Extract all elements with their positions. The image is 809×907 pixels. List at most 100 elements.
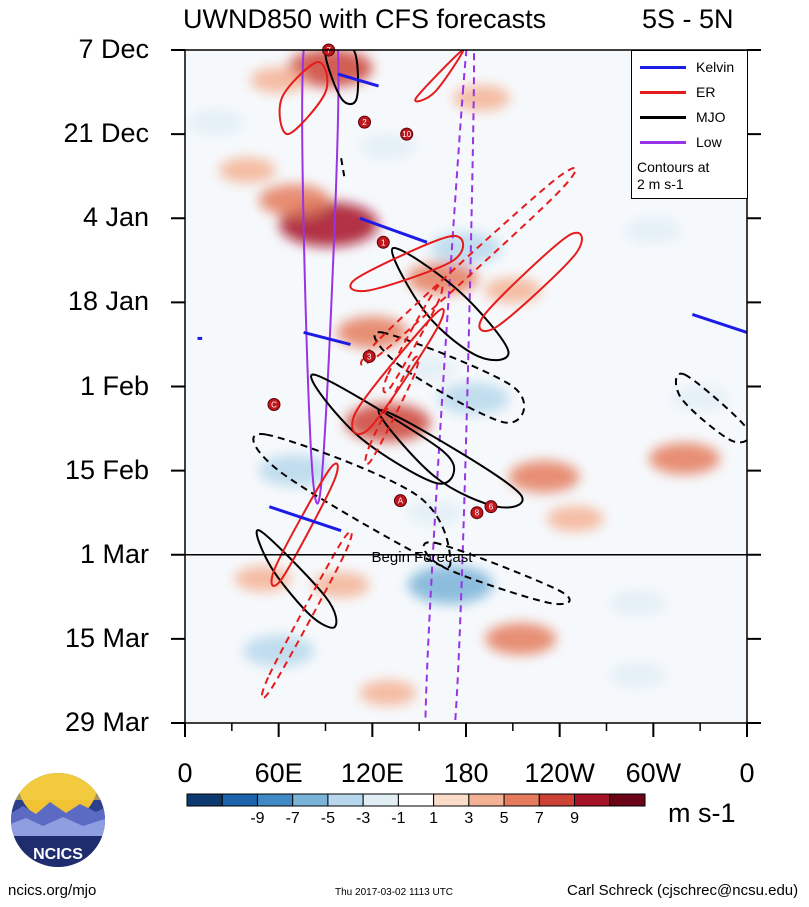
storm-marker: 1 (376, 235, 390, 249)
colorbar-swatch (256, 793, 294, 807)
storm-symbol (470, 506, 484, 520)
colorbar-swatch (538, 793, 576, 807)
anomaly-blob (398, 355, 456, 382)
storm-symbol (393, 494, 407, 508)
contour-er (351, 308, 445, 435)
footer-url[interactable]: ncics.org/mjo (8, 882, 97, 899)
colorbar-label: 5 (499, 810, 509, 827)
colorbar-label: -1 (391, 810, 406, 827)
contour-mjo (252, 433, 452, 569)
storm-symbol (484, 500, 498, 514)
y-tick-label: 18 Jan (67, 286, 149, 317)
x-tick-label: 180 (443, 758, 489, 788)
ncics-logo: NCICS (11, 773, 105, 867)
y-tick-label: 15 Feb (64, 454, 149, 485)
colorbar-swatch (221, 793, 258, 807)
storm-marker: C (267, 398, 281, 412)
contour-er (360, 166, 577, 366)
colorbar-swatch (327, 793, 364, 807)
contour-mjo (324, 50, 360, 106)
y-tick-label: 4 Jan (82, 202, 149, 233)
legend-item-er: ER (632, 82, 747, 102)
y-tick-label: 15 Mar (64, 622, 149, 653)
contour-er (270, 462, 339, 587)
storm-marker: 10 (400, 127, 414, 141)
legend-swatch (640, 141, 686, 144)
contour-mjo (377, 408, 524, 509)
storm-symbol (376, 235, 390, 249)
colorbar-label: -5 (320, 810, 336, 827)
contour-er (382, 283, 444, 394)
contour-er (364, 355, 420, 466)
wave-contours (197, 50, 747, 723)
anomaly-blob (624, 217, 682, 244)
storm-symbol (400, 127, 414, 141)
storm-label: 2 (362, 118, 367, 127)
region-label: 5S - 5N (642, 4, 734, 34)
anomaly-blob (187, 109, 245, 135)
legend-item-kelvin: Kelvin (632, 57, 747, 77)
footer-author: Carl Schreck (cjschrec@ncsu.edu) (567, 882, 799, 899)
contour-note-line: Contours at (637, 159, 710, 175)
contour-kelvin (268, 505, 342, 533)
contour-kelvin (337, 72, 380, 88)
contour-er (278, 61, 329, 136)
storm-label: 6 (489, 503, 494, 512)
contour-mjo (310, 373, 456, 485)
contour-er (414, 50, 464, 103)
anomaly-blob (312, 571, 370, 598)
colorbar-label: -7 (285, 810, 300, 827)
anomaly-blob (484, 277, 542, 304)
contour-kelvin (303, 330, 351, 346)
storm-symbol (267, 398, 281, 412)
storm-label: 3 (367, 352, 372, 361)
y-tick-label: 29 Mar (64, 707, 149, 737)
anomaly-blob (345, 403, 431, 442)
footer-timestamp: Thu 2017-03-02 1113 UTC (335, 887, 454, 898)
y-tick-label: 1 Feb (79, 370, 149, 401)
contour-er (478, 231, 583, 332)
contour-mjo (422, 541, 571, 606)
colorbar-swatch (186, 793, 223, 807)
anomaly-blob (258, 184, 330, 217)
anomaly-blob (234, 565, 292, 592)
colorbar-swatch (503, 793, 540, 807)
storm-marker: 6 (484, 500, 498, 514)
storm-marker: 8 (470, 506, 484, 520)
contour-kelvin (691, 312, 747, 334)
contour-low (301, 50, 340, 505)
legend-swatch (640, 66, 686, 69)
colorbar-label: -9 (250, 810, 265, 827)
storm-label: 1 (381, 238, 386, 247)
legend-swatch (640, 91, 686, 94)
colorbar-swatch (433, 793, 470, 807)
storm-label: C (271, 401, 277, 410)
colorbar-swatch (468, 793, 505, 807)
y-tick-label: 21 Dec (63, 118, 149, 149)
storm-symbol (362, 349, 376, 363)
colorbar-swatch (609, 793, 646, 807)
contour-note-line: 2 m s-1 (637, 176, 684, 192)
storm-symbol (358, 115, 372, 129)
x-tick-label: 120E (340, 758, 404, 788)
axis-ticks (171, 49, 761, 737)
anomaly-blob (336, 316, 408, 349)
anomaly-blob (438, 382, 510, 415)
storm-marker: 2 (358, 115, 372, 129)
x-tick-label: 0 (739, 758, 755, 788)
contour-mjo (674, 372, 747, 444)
colorbar-swatch (292, 793, 329, 807)
colorbar-label: 1 (429, 810, 439, 827)
anomaly-blob (609, 662, 667, 688)
colorbar-swatch (574, 793, 611, 807)
legend-item-mjo: MJO (632, 107, 747, 127)
legend-label: MJO (696, 109, 726, 125)
contour-mjo (373, 331, 526, 424)
anomaly-blob (250, 67, 308, 93)
legend-item-low: Low (632, 132, 747, 152)
storm-label: 10 (402, 130, 411, 139)
anomaly-blob (671, 385, 729, 412)
logo-text: NCICS (33, 846, 83, 863)
x-tick-label: 120W (524, 758, 595, 788)
